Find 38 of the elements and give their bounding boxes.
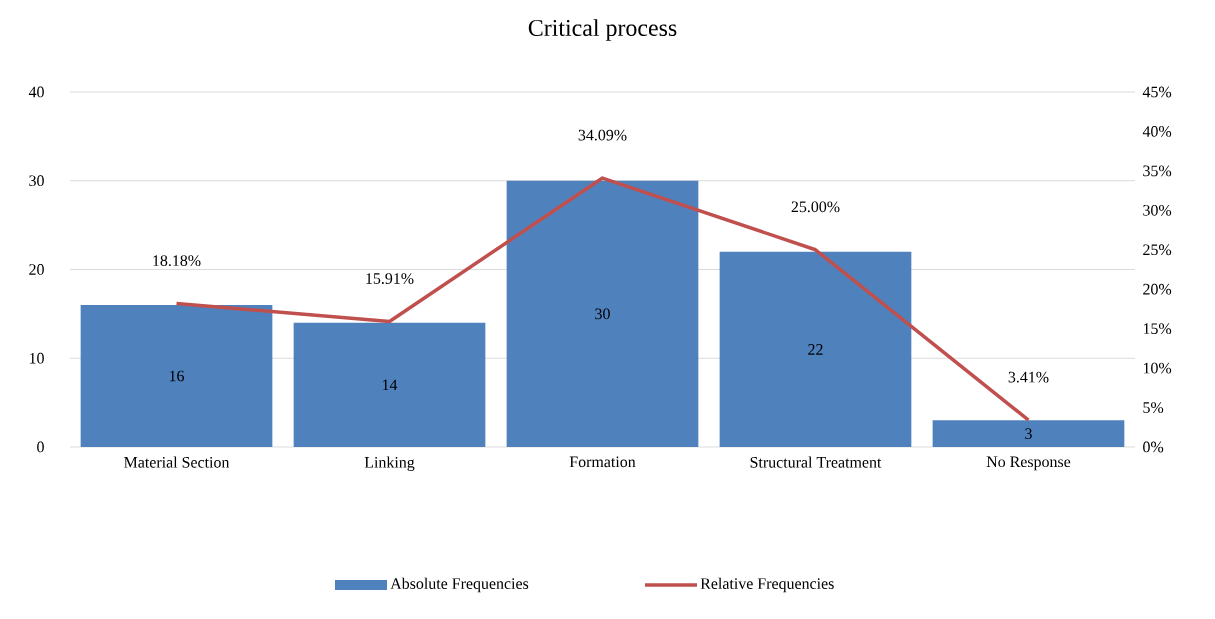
y-tick-label: 0 [37, 441, 44, 453]
y2-tick-label: 0% [1143, 441, 1164, 453]
y-tick-label: 30 [29, 175, 44, 187]
y2-tick-label: 25% [1143, 244, 1172, 256]
data-label: 14 [382, 379, 398, 391]
bar [293, 322, 486, 447]
y2-tick-label: 45% [1142, 86, 1172, 98]
data-label: 22 [808, 344, 823, 355]
bar [80, 304, 273, 447]
data-label: 16 [169, 370, 185, 382]
x-tick-label: No Response [986, 456, 1071, 471]
y2-tick-label: 15% [1143, 323, 1172, 335]
legend-label: Absolute Frequencies [390, 577, 529, 593]
x-tick-label: Linking [364, 456, 415, 471]
y-tick-label: 20 [29, 264, 44, 275]
x-tick-label: Formation [569, 456, 636, 468]
y2-tick-label: 5% [1143, 402, 1164, 413]
data-label: 30 [595, 308, 610, 320]
bar [932, 420, 1125, 447]
data-label: 3.41% [1008, 371, 1049, 383]
chart-title: Critical process [528, 19, 677, 41]
x-tick-label: Material Section [124, 456, 230, 468]
y2-tick-label: 40% [1142, 126, 1172, 137]
y2-tick-label: 20% [1143, 283, 1172, 295]
data-label: 25.00% [791, 201, 840, 213]
y-tick-label: 40 [28, 86, 44, 98]
x-tick-label: Structural Treatment [750, 456, 882, 468]
data-label: 3 [1025, 428, 1032, 440]
y2-tick-label: 10% [1143, 362, 1172, 374]
data-label: 18.18% [153, 255, 201, 267]
bar [506, 180, 699, 447]
y2-tick-label: 30% [1143, 204, 1172, 216]
data-label: 34.09% [578, 129, 627, 141]
data-label: 15.91% [366, 273, 414, 284]
y2-tick-label: 35% [1143, 165, 1172, 177]
y-tick-label: 10 [29, 352, 44, 364]
legend-label: Relative Frequencies [700, 577, 834, 593]
bar [719, 251, 912, 447]
